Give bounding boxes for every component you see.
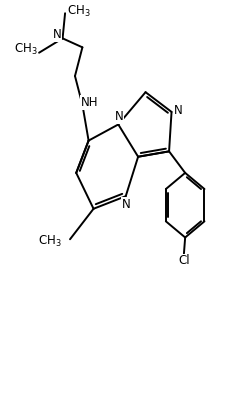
Text: N: N bbox=[115, 110, 123, 123]
Text: N: N bbox=[174, 104, 183, 116]
Text: Cl: Cl bbox=[178, 254, 190, 267]
Text: N: N bbox=[53, 28, 62, 41]
Text: CH$_3$: CH$_3$ bbox=[14, 42, 38, 57]
Text: NH: NH bbox=[81, 97, 98, 109]
Text: CH$_3$: CH$_3$ bbox=[67, 4, 91, 19]
Text: CH$_3$: CH$_3$ bbox=[38, 234, 61, 249]
Text: N: N bbox=[122, 198, 131, 211]
